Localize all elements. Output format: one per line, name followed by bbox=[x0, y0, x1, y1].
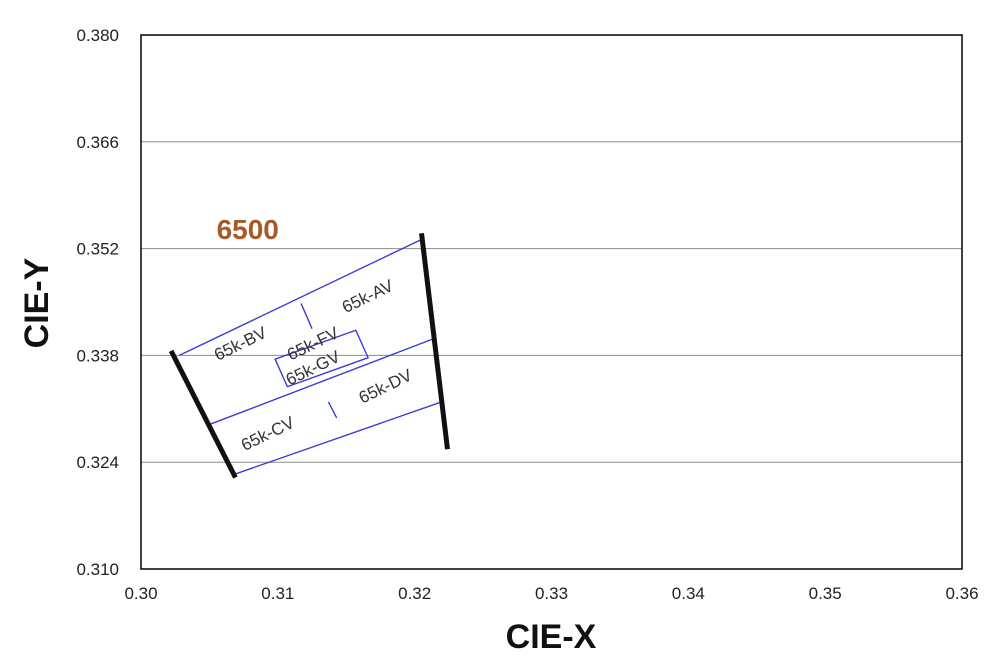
x-tick-label: 0.31 bbox=[261, 584, 294, 603]
y-tick-label: 0.352 bbox=[76, 240, 119, 259]
right-isotherm bbox=[419, 233, 450, 450]
bin-layer bbox=[179, 238, 440, 476]
y-tick-label: 0.338 bbox=[76, 346, 119, 365]
bin-label: 65k-BV bbox=[211, 323, 270, 365]
bin-label: 65k-DV bbox=[356, 365, 416, 407]
x-tick-label: 0.30 bbox=[124, 584, 157, 603]
bin-label: 65k-AV bbox=[339, 276, 397, 317]
cct-annotation: 6500 bbox=[217, 214, 279, 245]
y-axis-title: CIE-Y bbox=[18, 257, 56, 348]
middle-line bbox=[206, 337, 435, 427]
x-tick-label: 0.36 bbox=[945, 584, 978, 603]
x-tick-label: 0.33 bbox=[535, 584, 568, 603]
x-tick-label: 0.35 bbox=[809, 584, 842, 603]
top-edge bbox=[179, 238, 422, 357]
left-isotherm bbox=[168, 349, 238, 479]
y-tick-label: 0.380 bbox=[76, 26, 119, 45]
y-tick-label: 0.366 bbox=[76, 133, 119, 152]
axis-layer: CIE-X CIE-Y 0.310 0.324 0.338 0.352 0.366 0.3… bbox=[18, 26, 979, 656]
isotherm-layer bbox=[168, 233, 450, 479]
upper-divider bbox=[300, 303, 313, 329]
bottom-edge bbox=[233, 402, 440, 476]
plot-frame bbox=[140, 34, 963, 570]
x-axis-title: CIE-X bbox=[506, 618, 597, 656]
bin-label: 65k-CV bbox=[238, 413, 298, 455]
y-tick-label: 0.310 bbox=[76, 560, 119, 579]
lower-divider bbox=[327, 401, 338, 419]
center-box bbox=[274, 329, 370, 388]
x-tick-label: 0.32 bbox=[398, 584, 431, 603]
grid-layer bbox=[140, 34, 963, 570]
x-tick-label: 0.34 bbox=[672, 584, 705, 603]
y-tick-label: 0.324 bbox=[76, 453, 119, 472]
